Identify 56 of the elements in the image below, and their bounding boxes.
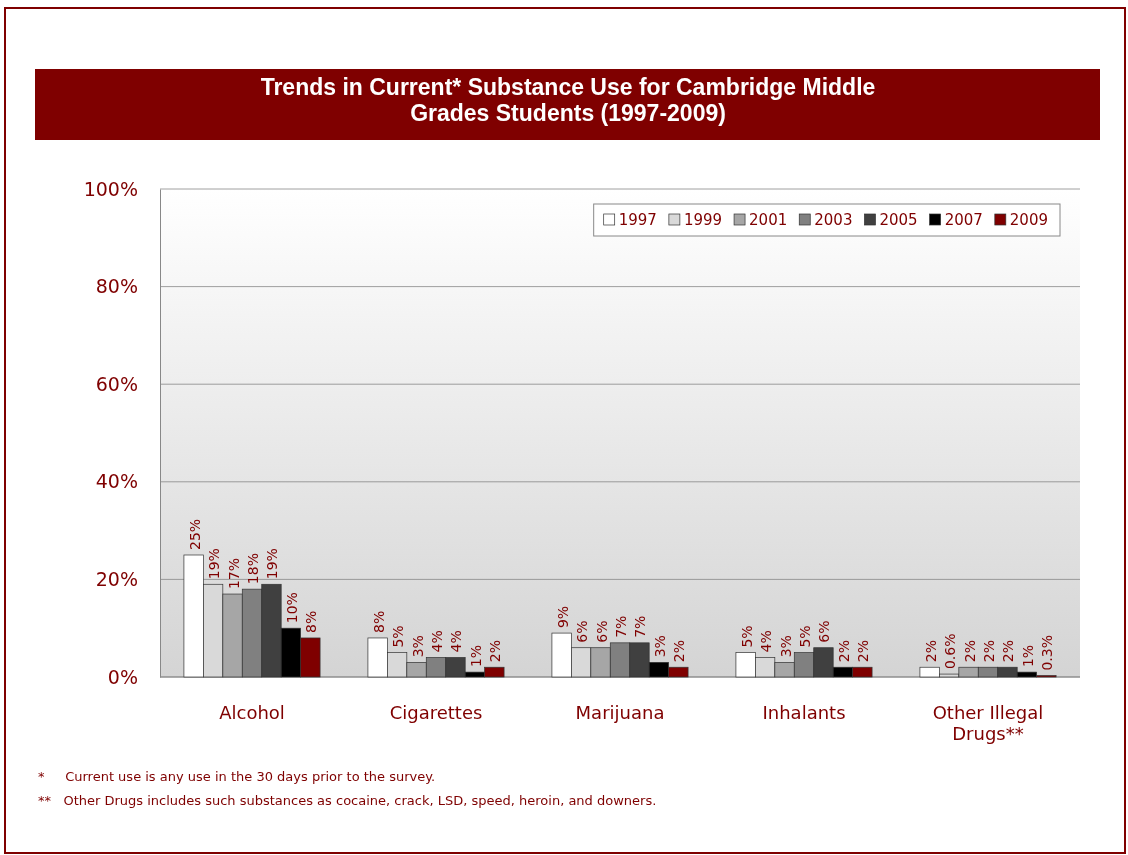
data-label: 2% <box>487 640 504 663</box>
x-tick-label: Alcohol <box>219 702 285 723</box>
data-label: 3% <box>777 635 794 658</box>
data-label: 2% <box>981 640 997 663</box>
data-label: 19% <box>206 548 223 580</box>
data-label: 8% <box>303 610 320 633</box>
data-label: 7% <box>632 615 649 638</box>
legend-label: 1997 <box>618 211 657 229</box>
text: ** Other Drugs includes such substances as cocaine, crack, LSD, speed, heroin, and downers. <box>38 793 657 808</box>
data-label: 18% <box>245 553 261 585</box>
data-label: 0.3% <box>1039 634 1056 671</box>
data-label: 6% <box>816 620 833 643</box>
y-tick-label: 100% <box>83 177 138 200</box>
data-label: 3% <box>651 635 668 658</box>
data-label: 5% <box>738 625 755 648</box>
data-label: 2% <box>671 640 688 663</box>
legend-label: 2005 <box>879 211 918 229</box>
data-label: 2% <box>961 640 978 663</box>
text: * Current use is any use in the 30 days prior to the survey. <box>38 769 436 784</box>
x-tick-label: Other Illegal Drugs** <box>932 702 1044 744</box>
y-tick-label: 60% <box>95 372 138 395</box>
legend-label: 2003 <box>814 211 853 229</box>
data-label: 4% <box>429 630 445 653</box>
data-label: 3% <box>409 635 426 658</box>
data-label: 10% <box>283 592 300 624</box>
x-tick-label: Cigarettes <box>389 702 483 723</box>
y-tick-label: 20% <box>95 567 138 590</box>
y-tick-label: 80% <box>95 275 138 298</box>
data-label: 7% <box>613 615 629 638</box>
legend-label: 2007 <box>944 211 983 229</box>
chart-title: Trends in Current* Substance Use for Cambridge Middle Grades Students (1997-2009) <box>260 74 876 127</box>
data-label: 1% <box>467 644 484 668</box>
data-label: 0.6% <box>942 633 959 670</box>
data-label: 2% <box>1000 640 1017 663</box>
x-tick-label: Marijuana <box>575 702 665 723</box>
data-label: 2% <box>855 640 872 663</box>
data-label: 4% <box>758 630 775 653</box>
legend-label: 2001 <box>749 211 788 229</box>
data-label: 8% <box>370 610 387 633</box>
data-label: 2% <box>835 640 852 663</box>
data-label: 6% <box>574 620 591 643</box>
data-label: 6% <box>593 620 610 643</box>
y-tick-label: 40% <box>95 470 138 493</box>
data-label: 25% <box>186 518 203 550</box>
data-label: 5% <box>797 625 813 648</box>
legend-label: 1999 <box>683 211 723 229</box>
data-label: 9% <box>554 605 571 629</box>
data-label: 1% <box>1019 644 1036 668</box>
data-label: 2% <box>922 640 939 663</box>
y-tick-label: 0% <box>107 665 138 688</box>
data-label: 19% <box>264 548 281 580</box>
data-label: 5% <box>390 625 407 648</box>
data-label: 17% <box>225 557 242 590</box>
legend-label: 2009 <box>1009 211 1048 229</box>
data-label: 4% <box>448 630 465 653</box>
x-tick-label: Inhalants <box>762 702 846 723</box>
